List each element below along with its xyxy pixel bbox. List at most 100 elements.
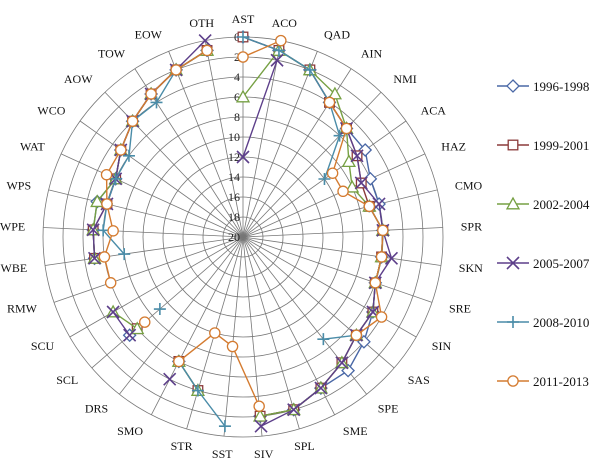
grid-spoke [91,236,244,369]
category-label: TOW [98,47,126,61]
data-point [235,89,251,103]
data-point [323,96,336,109]
series-line [103,39,384,407]
data-point [123,328,137,342]
radial-tick-label: 6 [234,90,240,104]
grid-spoke [242,236,442,266]
grid-spoke [104,91,244,238]
category-label: SAS [408,373,430,387]
data-point [318,172,331,185]
data-point [118,248,131,261]
data-point [287,403,301,417]
data-point [104,277,117,289]
data-point [236,150,250,164]
category-label: SCL [56,373,78,387]
category-label: WPE [0,220,25,234]
legend-label: 1996-1998 [533,79,589,94]
data-point [98,251,111,263]
grid-spoke [44,236,244,266]
data-point [340,122,353,135]
data-point [107,225,119,237]
legend-label: 2008-2010 [533,315,589,330]
radar-grid [42,36,444,438]
category-label: WPS [6,179,31,193]
data-point [363,200,376,213]
data-point [275,34,287,47]
data-point [354,176,368,190]
data-point [198,34,212,48]
data-point [237,31,249,43]
radial-tick-labels: 02468101214161820 [228,30,240,244]
legend-marker [507,375,519,387]
data-point [109,172,122,185]
category-label: SIV [254,447,274,461]
data-point [101,198,113,210]
category-label: WBE [1,261,28,275]
legend-item: 2011-2013 [497,374,589,389]
data-point [150,96,163,109]
data-point [86,223,100,237]
data-point [337,185,349,198]
data-point [87,251,102,265]
category-label: SST [212,447,233,461]
data-point [314,381,328,395]
category-label: ACA [421,104,447,118]
category-labels: AST ACO QAD AIN NMI ACA HAZ CMO SPR SKN SRE SIN SAS S… [0,12,483,461]
radial-tick-label: 16 [228,190,240,204]
data-point [139,316,151,328]
grid-spoke [119,236,244,395]
grid-spoke [204,40,244,238]
legend-marker [507,316,519,328]
legend-label: 1999-2001 [533,138,589,153]
data-point [377,224,389,237]
category-label: WCO [37,104,65,118]
category-label: SPR [461,220,482,234]
grid-spoke [242,236,433,303]
category-label: SRE [449,301,471,315]
data-point [350,329,363,341]
legend-item: 1996-1998 [497,79,589,94]
category-label: WAT [20,139,45,153]
data-point [145,88,157,100]
legend-marker [505,196,521,210]
category-label: SIN [432,339,452,353]
data-point [372,197,386,211]
data-point [270,53,284,67]
data-point [209,327,221,339]
legend-item: 2005-2007 [497,256,590,271]
radial-tick-label: 20 [228,230,240,244]
grid-spoke [69,236,244,338]
radial-tick-label: 18 [228,210,240,224]
legend-marker [507,139,519,151]
grid-spoke [150,236,244,415]
category-label: AST [232,12,255,26]
grid-spoke [242,51,318,238]
grid-spoke [242,227,443,238]
data-point [345,179,360,193]
data-point [122,149,135,162]
grid-spoke [48,189,244,238]
radial-tick-label: 4 [234,70,240,84]
data-point [100,168,113,181]
data-point [350,149,364,163]
legend-label: 2011-2013 [533,374,589,389]
data-point [253,408,268,422]
data-point [253,400,265,412]
category-label: SPL [294,439,315,453]
legend-marker [506,256,520,270]
data-point [226,340,239,353]
data-point [384,251,399,265]
data-point [218,420,231,433]
grid-spoke [242,189,438,238]
data-point [303,63,316,76]
data-point [272,44,285,57]
grid-spoke [242,236,417,338]
category-label: OTH [189,16,214,30]
data-point [126,115,139,127]
data-point [170,64,182,76]
grid-spoke [60,153,244,238]
legend-label: 2005-2007 [533,256,590,271]
legend-item: 2002-2004 [497,196,590,212]
